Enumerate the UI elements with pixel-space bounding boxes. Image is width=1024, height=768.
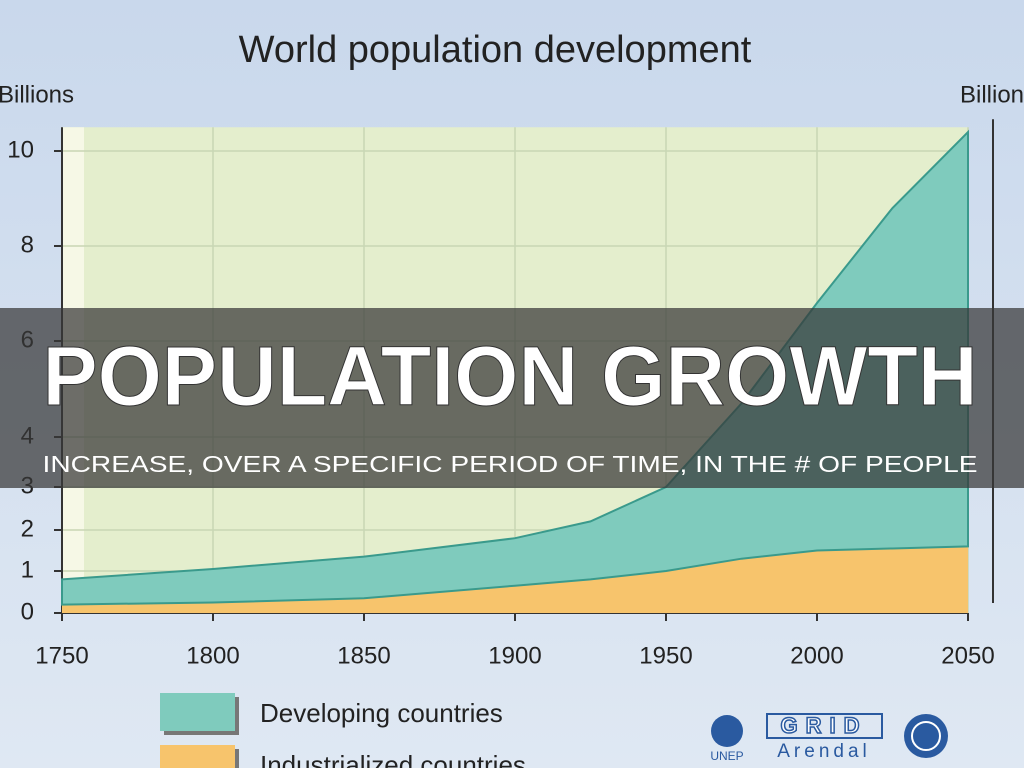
legend-swatch bbox=[160, 693, 235, 731]
area bbox=[62, 546, 968, 613]
x-tick-label: 2000 bbox=[790, 642, 843, 669]
x-tick-label: 1750 bbox=[35, 642, 88, 669]
unep-logo bbox=[711, 715, 743, 747]
y-tick-label: 0 bbox=[21, 598, 34, 625]
x-tick-label: 2050 bbox=[941, 642, 994, 669]
x-tick-label: 1800 bbox=[186, 642, 239, 669]
legend-swatch bbox=[160, 745, 235, 768]
y2-axis-label: Billions bbox=[960, 81, 1024, 108]
y-tick-label: 1 bbox=[21, 556, 34, 583]
logos: UNEP GRID Arendal bbox=[710, 712, 948, 763]
chart-title: World population development bbox=[239, 29, 752, 71]
x-tick-label: 1850 bbox=[337, 642, 390, 669]
y-tick-label: 8 bbox=[21, 231, 34, 258]
unep-text: UNEP bbox=[710, 749, 743, 763]
slide-heading: POPULATION GROWTH bbox=[43, 329, 978, 423]
x-tick-label: 1950 bbox=[639, 642, 692, 669]
arendal-text: Arendal bbox=[777, 741, 871, 762]
y-tick-label: 2 bbox=[21, 515, 34, 542]
un-logo-globe bbox=[911, 721, 941, 751]
slide-subheading: INCREASE, OVER A SPECIFIC PERIOD OF TIME… bbox=[43, 451, 978, 477]
legend-label: Developing countries bbox=[260, 698, 503, 728]
x-tick-label: 1900 bbox=[488, 642, 541, 669]
legend: Developing countries Industrialized count… bbox=[160, 693, 526, 768]
un-logo bbox=[904, 714, 948, 758]
grid-logo bbox=[766, 713, 883, 739]
y-tick-label: 10 bbox=[7, 136, 34, 163]
legend-label: Industrialized countries bbox=[260, 750, 526, 768]
title-band bbox=[0, 308, 1024, 488]
y-axis-label: Billions bbox=[0, 81, 74, 108]
grid-text: GRID bbox=[781, 713, 868, 738]
